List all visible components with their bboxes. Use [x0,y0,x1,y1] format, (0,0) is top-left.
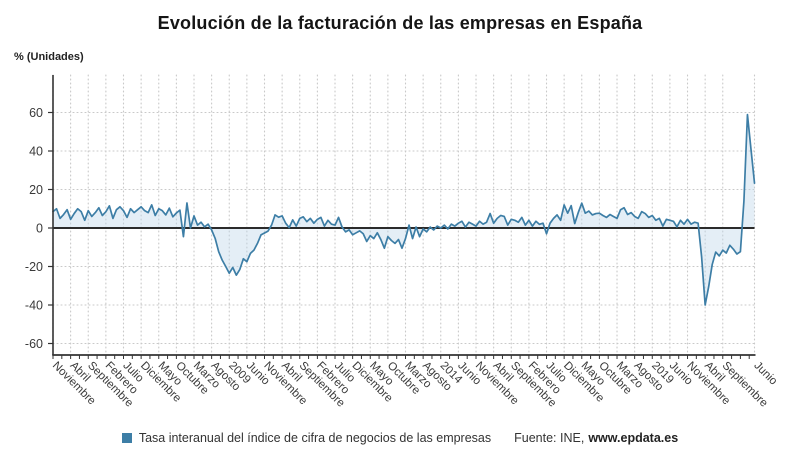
y-tick-labels: 60 40 20 0 -20 -40 -60 [25,106,43,351]
series-line [52,113,756,306]
svg-text:20: 20 [29,183,43,197]
svg-text:-60: -60 [25,337,43,351]
series-area [53,114,755,306]
y-gridlines [52,111,756,345]
source-link[interactable]: www.epdata.es [588,431,679,445]
svg-text:0: 0 [36,222,43,236]
axes [52,75,756,356]
source-prefix: Fuente: INE, [514,431,585,445]
chart-footer: Tasa interanual del índice de cifra de n… [0,431,800,445]
legend-label: Tasa interanual del índice de cifra de n… [138,431,492,445]
x-ticks [52,355,750,359]
y-axis-title: % (Unidades) [14,51,84,63]
legend-item: Tasa interanual del índice de cifra de n… [121,431,492,445]
source-note: Fuente: INE, www.epdata.es [514,431,678,445]
svg-text:-20: -20 [25,260,43,274]
svg-text:40: 40 [29,145,43,159]
x-tick-labels: NoviembreAbrilSeptiembreFebreroJulioDici… [50,360,779,410]
y-ticks [48,111,53,345]
svg-text:60: 60 [29,106,43,120]
svg-text:-40: -40 [25,299,43,313]
legend-marker-icon [121,433,132,443]
svg-text:Junio: Junio [751,360,779,388]
x-gridlines [52,74,756,356]
chart-title: Evolución de la facturación de las empre… [157,13,643,33]
